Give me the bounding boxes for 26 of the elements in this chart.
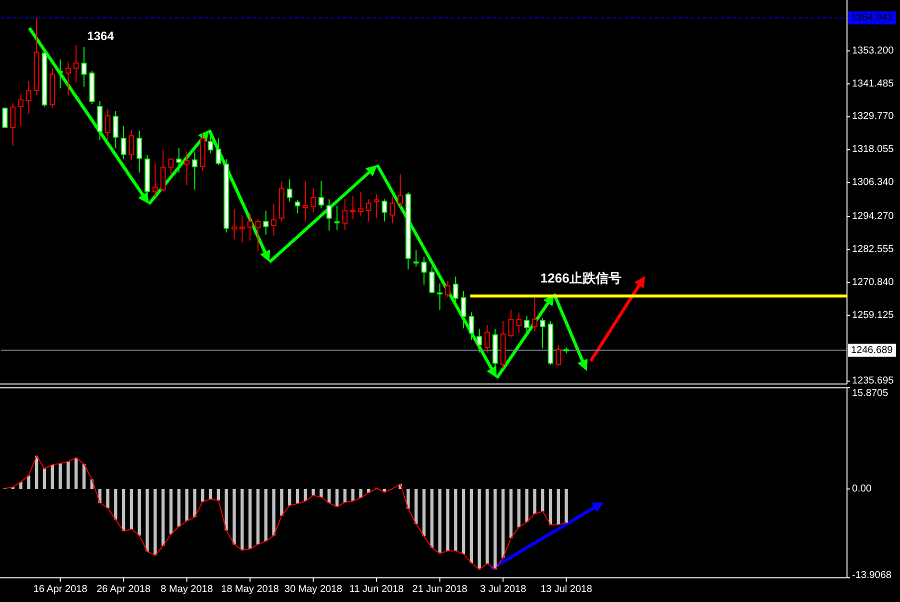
x-tick-label: 18 May 2018: [221, 584, 280, 596]
y-tick-label: 1259.125: [852, 310, 894, 321]
x-tick-label: 26 Apr 2018: [96, 584, 151, 596]
ref-line-label: 1364.943: [851, 12, 894, 24]
y-tick-label: 1294.270: [852, 211, 894, 222]
y-tick-label: 15.8705: [852, 388, 889, 400]
y-tick-label: 0.00: [852, 483, 872, 494]
y-tick-label: 1341.485: [852, 78, 894, 90]
y-tick-label: 1282.555: [852, 244, 894, 255]
y-tick-label: 1306.340: [852, 177, 894, 188]
x-tick-label: 8 May 2018: [160, 584, 214, 596]
annotation: 1364: [87, 29, 114, 43]
y-tick-label: 1270.840: [852, 276, 894, 288]
x-tick-label: 11 Jun 2018: [349, 584, 404, 596]
x-tick-label: 13 Jul 2018: [540, 584, 593, 596]
ref-line-label: 1266止跌信号: [540, 270, 622, 286]
y-tick-label: 1235.695: [852, 376, 894, 387]
ref-line-label: 1246.689: [851, 344, 894, 356]
y-tick-label: 1318.055: [852, 144, 894, 156]
y-tick-label: 1353.200: [852, 45, 894, 56]
x-tick-label: 30 May 2018: [284, 584, 343, 596]
x-tick-label: 21 Jun 2018: [412, 584, 468, 596]
y-tick-label: -13.9068: [852, 570, 892, 582]
x-tick-label: 16 Apr 2018: [33, 584, 88, 596]
y-tick-label: 1329.770: [852, 111, 894, 122]
x-tick-label: 3 Jul 2018: [480, 584, 527, 596]
